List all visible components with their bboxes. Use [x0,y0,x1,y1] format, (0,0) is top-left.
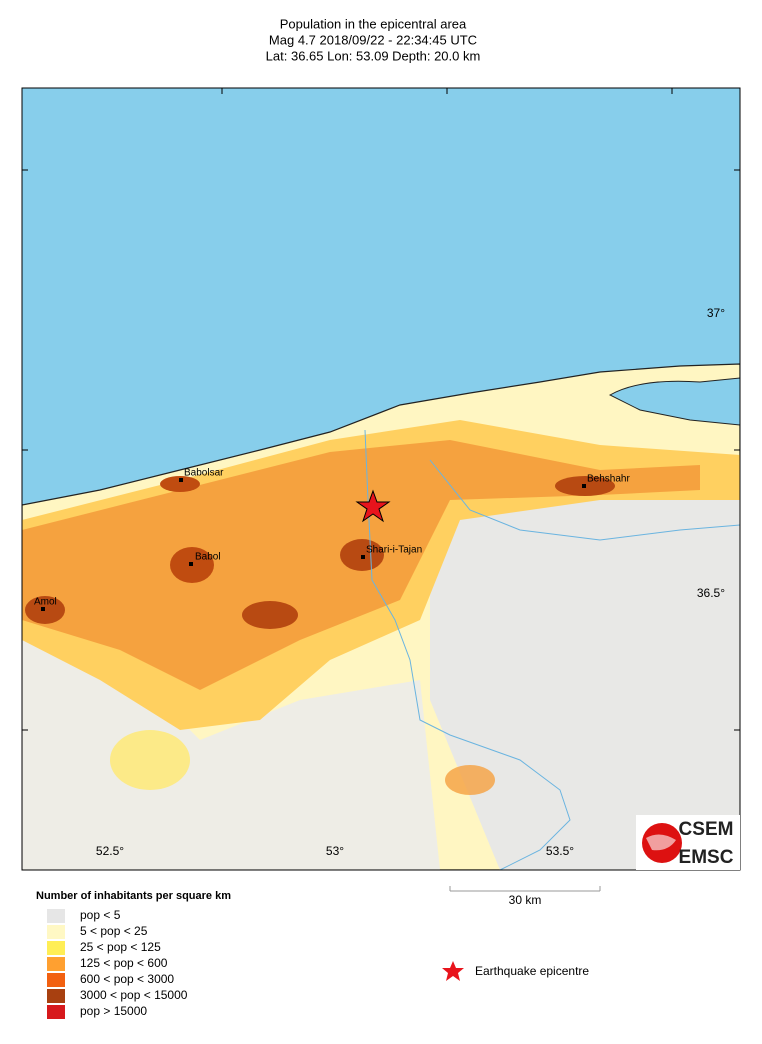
legend-label: 25 < pop < 125 [80,940,161,954]
logo: CSEM EMSC [636,815,740,870]
legend-label: 3000 < pop < 15000 [80,988,188,1002]
city-dot [179,478,183,482]
scale-label: 30 km [509,893,542,907]
lon-label: 52.5° [96,844,124,858]
legend-swatch [47,973,65,987]
legend-swatch [47,941,65,955]
lat-label: 36.5° [697,586,725,600]
lon-label: 53° [326,844,344,858]
city-label: Babol [195,552,221,563]
legend-title: Number of inhabitants per square km [36,890,231,902]
legend-label: pop > 15000 [80,1004,147,1018]
lon-label: 53.5° [546,844,574,858]
epicentre-star [355,489,391,523]
legend-swatch [47,909,65,923]
logo-bottom: EMSC [679,847,734,868]
legend-label: 5 < pop < 25 [80,924,148,938]
city-label: Amol [34,597,57,608]
city-dot [189,562,193,566]
lat-label: 37° [707,306,725,320]
legend-label: 600 < pop < 3000 [80,972,174,986]
city-label: Babolsar [184,468,224,479]
legend-label: 125 < pop < 600 [80,956,168,970]
city-dot [41,607,45,611]
epicentre-legend-label: Earthquake epicentre [475,964,589,978]
event-info: Mag 4.7 2018/09/22 - 22:34:45 UTC [269,32,477,47]
epicentre-legend-star [442,961,464,981]
legend-label: pop < 5 [80,908,121,922]
legend-swatch [47,989,65,1003]
legend-swatch [47,957,65,971]
city-dot [582,484,586,488]
location-info: Lat: 36.65 Lon: 53.09 Depth: 20.0 km [266,48,481,63]
map-title: Population in the epicentral area [280,16,467,31]
legend-swatch [47,1005,65,1019]
map: 37° 36.5° 52.5° 53° 53.5° Babolsar Babol… [21,87,741,871]
city-label: Behshahr [587,474,630,485]
legend: pop < 5 5 < pop < 25 25 < pop < 125 125 < p… [47,908,188,1019]
city-dot [361,555,365,559]
logo-top: CSEM [679,819,734,840]
city-label: Shari-i-Tajan [366,545,422,556]
legend-swatch [47,925,65,939]
